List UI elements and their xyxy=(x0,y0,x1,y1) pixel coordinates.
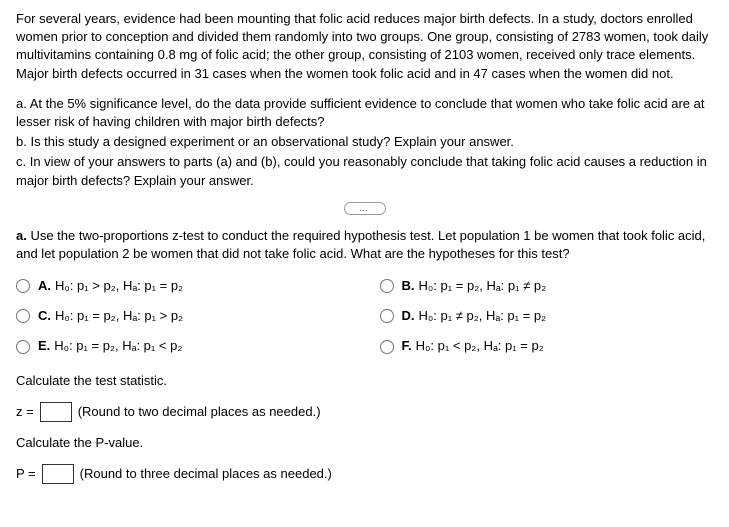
option-d[interactable]: D. H₀: p₁ ≠ p₂, Hₐ: p₁ = p₂ xyxy=(380,307,714,325)
question-a: a. At the 5% significance level, do the … xyxy=(16,95,713,131)
option-e[interactable]: E. H₀: p₁ = p₂, Hₐ: p₁ < p₂ xyxy=(16,337,350,355)
z-row: z = (Round to two decimal places as need… xyxy=(16,402,713,422)
options-grid: A. H₀: p₁ > p₂, Hₐ: p₁ = p₂ B. H₀: p₁ = p₂… xyxy=(16,277,713,356)
option-a[interactable]: A. H₀: p₁ > p₂, Hₐ: p₁ = p₂ xyxy=(16,277,350,295)
option-e-letter: E. xyxy=(38,338,50,353)
option-b-letter: B. xyxy=(402,278,415,293)
option-f[interactable]: F. H₀: p₁ < p₂, Hₐ: p₁ = p₂ xyxy=(380,337,714,355)
radio-f[interactable] xyxy=(380,340,394,354)
p-input[interactable] xyxy=(42,464,74,484)
question-b: b. Is this study a designed experiment o… xyxy=(16,133,713,151)
option-d-letter: D. xyxy=(402,308,415,323)
radio-c[interactable] xyxy=(16,309,30,323)
z-prefix: z = xyxy=(16,403,34,421)
option-d-text: H₀: p₁ ≠ p₂, Hₐ: p₁ = p₂ xyxy=(419,308,547,323)
section-a-text: a. Use the two-proportions z-test to con… xyxy=(16,228,705,261)
intro-text: For several years, evidence had been mou… xyxy=(16,10,713,83)
option-c-letter: C. xyxy=(38,308,51,323)
p-prefix: P = xyxy=(16,465,36,483)
section-divider: … xyxy=(16,202,713,215)
p-row: P = (Round to three decimal places as ne… xyxy=(16,464,713,484)
option-a-text: H₀: p₁ > p₂, Hₐ: p₁ = p₂ xyxy=(55,278,183,293)
option-b[interactable]: B. H₀: p₁ = p₂, Hₐ: p₁ ≠ p₂ xyxy=(380,277,714,295)
expand-button[interactable]: … xyxy=(344,202,386,215)
z-hint: (Round to two decimal places as needed.) xyxy=(78,403,321,421)
question-c: c. In view of your answers to parts (a) … xyxy=(16,153,713,189)
option-f-text: H₀: p₁ < p₂, Hₐ: p₁ = p₂ xyxy=(416,338,544,353)
question-block: a. At the 5% significance level, do the … xyxy=(16,95,713,190)
radio-d[interactable] xyxy=(380,309,394,323)
calc-stat-label: Calculate the test statistic. xyxy=(16,372,713,390)
option-a-letter: A. xyxy=(38,278,51,293)
z-input[interactable] xyxy=(40,402,72,422)
option-c[interactable]: C. H₀: p₁ = p₂, Hₐ: p₁ > p₂ xyxy=(16,307,350,325)
radio-e[interactable] xyxy=(16,340,30,354)
option-e-text: H₀: p₁ = p₂, Hₐ: p₁ < p₂ xyxy=(54,338,182,353)
radio-b[interactable] xyxy=(380,279,394,293)
radio-a[interactable] xyxy=(16,279,30,293)
option-b-text: H₀: p₁ = p₂, Hₐ: p₁ ≠ p₂ xyxy=(419,278,547,293)
option-c-text: H₀: p₁ = p₂, Hₐ: p₁ > p₂ xyxy=(55,308,183,323)
p-hint: (Round to three decimal places as needed… xyxy=(80,465,332,483)
section-a-prompt: a. a. Use the two-proportions z-test to … xyxy=(16,227,713,263)
option-f-letter: F. xyxy=(402,338,412,353)
calc-p-label: Calculate the P-value. xyxy=(16,434,713,452)
